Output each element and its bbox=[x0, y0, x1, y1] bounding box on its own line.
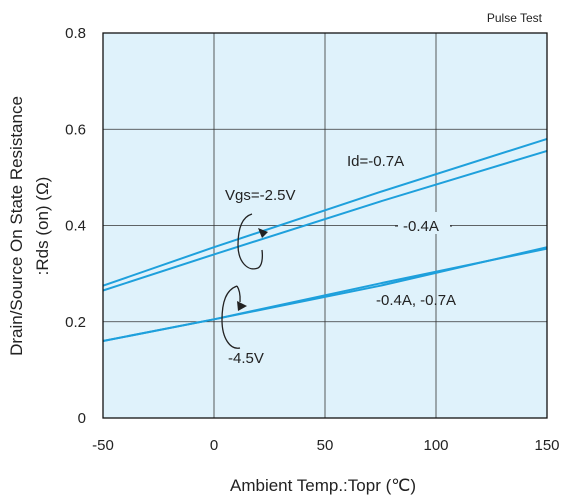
x-tick-label: 0 bbox=[210, 437, 218, 454]
annotation-id-0-4a: -0.4A bbox=[403, 218, 439, 235]
y-tick-label: 0.8 bbox=[65, 25, 86, 42]
series-line-1 bbox=[102, 137, 548, 287]
x-tick-label: 150 bbox=[534, 437, 559, 454]
arrow-head-vgs-4-5v-icon bbox=[237, 301, 247, 311]
annotation-bg-0-4a bbox=[398, 212, 450, 234]
y-tick-label: 0 bbox=[78, 410, 86, 427]
y-tick-label: 0.4 bbox=[65, 218, 86, 235]
annotation-vgs-4-5v: -4.5V bbox=[228, 350, 264, 367]
y-tick-label: 0.6 bbox=[65, 121, 86, 138]
x-tick-label: 100 bbox=[423, 437, 448, 454]
plot-frame bbox=[102, 32, 548, 419]
y-tick-label: 0.2 bbox=[65, 314, 86, 331]
y-axis-label-line2: :Rds (on) (Ω) bbox=[33, 177, 52, 276]
pulse-test-note: Pulse Test bbox=[487, 11, 543, 25]
series-lines bbox=[102, 137, 548, 342]
x-tick-label: 50 bbox=[317, 437, 334, 454]
series-line-2 bbox=[102, 149, 548, 292]
x-tick-label: -50 bbox=[92, 437, 114, 454]
tick-labels: -50 0 50 100 150 0 0.2 0.4 0.6 0.8 bbox=[65, 25, 559, 454]
annotation-id-both: -0.4A, -0.7A bbox=[376, 292, 456, 309]
y-axis-label-line1: Drain/Source On State Resistance bbox=[7, 96, 26, 356]
bracket-arrow-vgs-4-5v bbox=[221, 285, 241, 349]
x-axis-label: Ambient Temp.:Topr (℃) bbox=[230, 476, 416, 495]
annotation-vgs-2-5v: Vgs=-2.5V bbox=[225, 187, 295, 204]
bracket-arrow-vgs-4-5v-top bbox=[236, 285, 241, 303]
arrow-head-vgs-2-5v-icon bbox=[258, 228, 268, 238]
annotation-id-0-7a: Id=-0.7A bbox=[347, 153, 404, 170]
series-line-4 bbox=[102, 247, 548, 342]
bracket-arrow-vgs-2-5v bbox=[237, 213, 264, 270]
